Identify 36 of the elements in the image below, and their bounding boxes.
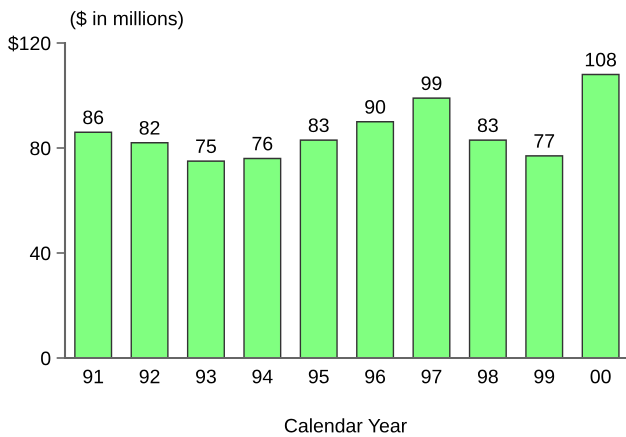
bar — [300, 139, 338, 358]
y-tick-label: 40 — [30, 246, 50, 260]
data-label: 108 — [586, 52, 616, 66]
bar — [243, 158, 282, 358]
x-tick-label: 96 — [365, 370, 386, 384]
bar — [582, 74, 620, 358]
data-label: 76 — [252, 136, 272, 150]
x-tick-label: 93 — [196, 370, 216, 384]
y-axis-title: ($ in millions) — [70, 10, 183, 30]
x-tick-label: 94 — [252, 370, 273, 384]
bar — [356, 121, 394, 358]
data-label: 77 — [534, 134, 554, 148]
bar — [186, 160, 225, 358]
data-label: 90 — [365, 100, 386, 114]
data-label: 86 — [83, 110, 104, 124]
x-tick-label: 92 — [140, 370, 160, 384]
bar — [525, 155, 564, 358]
x-tick-label: 97 — [422, 370, 442, 384]
x-tick-label: 98 — [478, 370, 498, 384]
x-axis-title: Calendar Year — [284, 418, 407, 433]
bar — [74, 132, 112, 358]
x-tick-label: 95 — [308, 370, 329, 384]
y-tick-label: 80 — [30, 141, 50, 156]
y-tick-label: 0 — [41, 351, 50, 366]
data-label: 83 — [308, 118, 329, 132]
x-tick-label: 91 — [83, 370, 104, 384]
bar — [412, 97, 450, 358]
bar — [468, 139, 507, 358]
data-label: 75 — [196, 140, 216, 154]
y-tick-label: $120 — [8, 36, 50, 52]
data-label: 82 — [140, 120, 160, 135]
x-tick-label: 00 — [590, 370, 611, 384]
x-tick-label: 99 — [534, 370, 554, 384]
bar — [130, 142, 169, 358]
data-label: 99 — [422, 76, 442, 90]
data-label: 83 — [478, 118, 498, 132]
